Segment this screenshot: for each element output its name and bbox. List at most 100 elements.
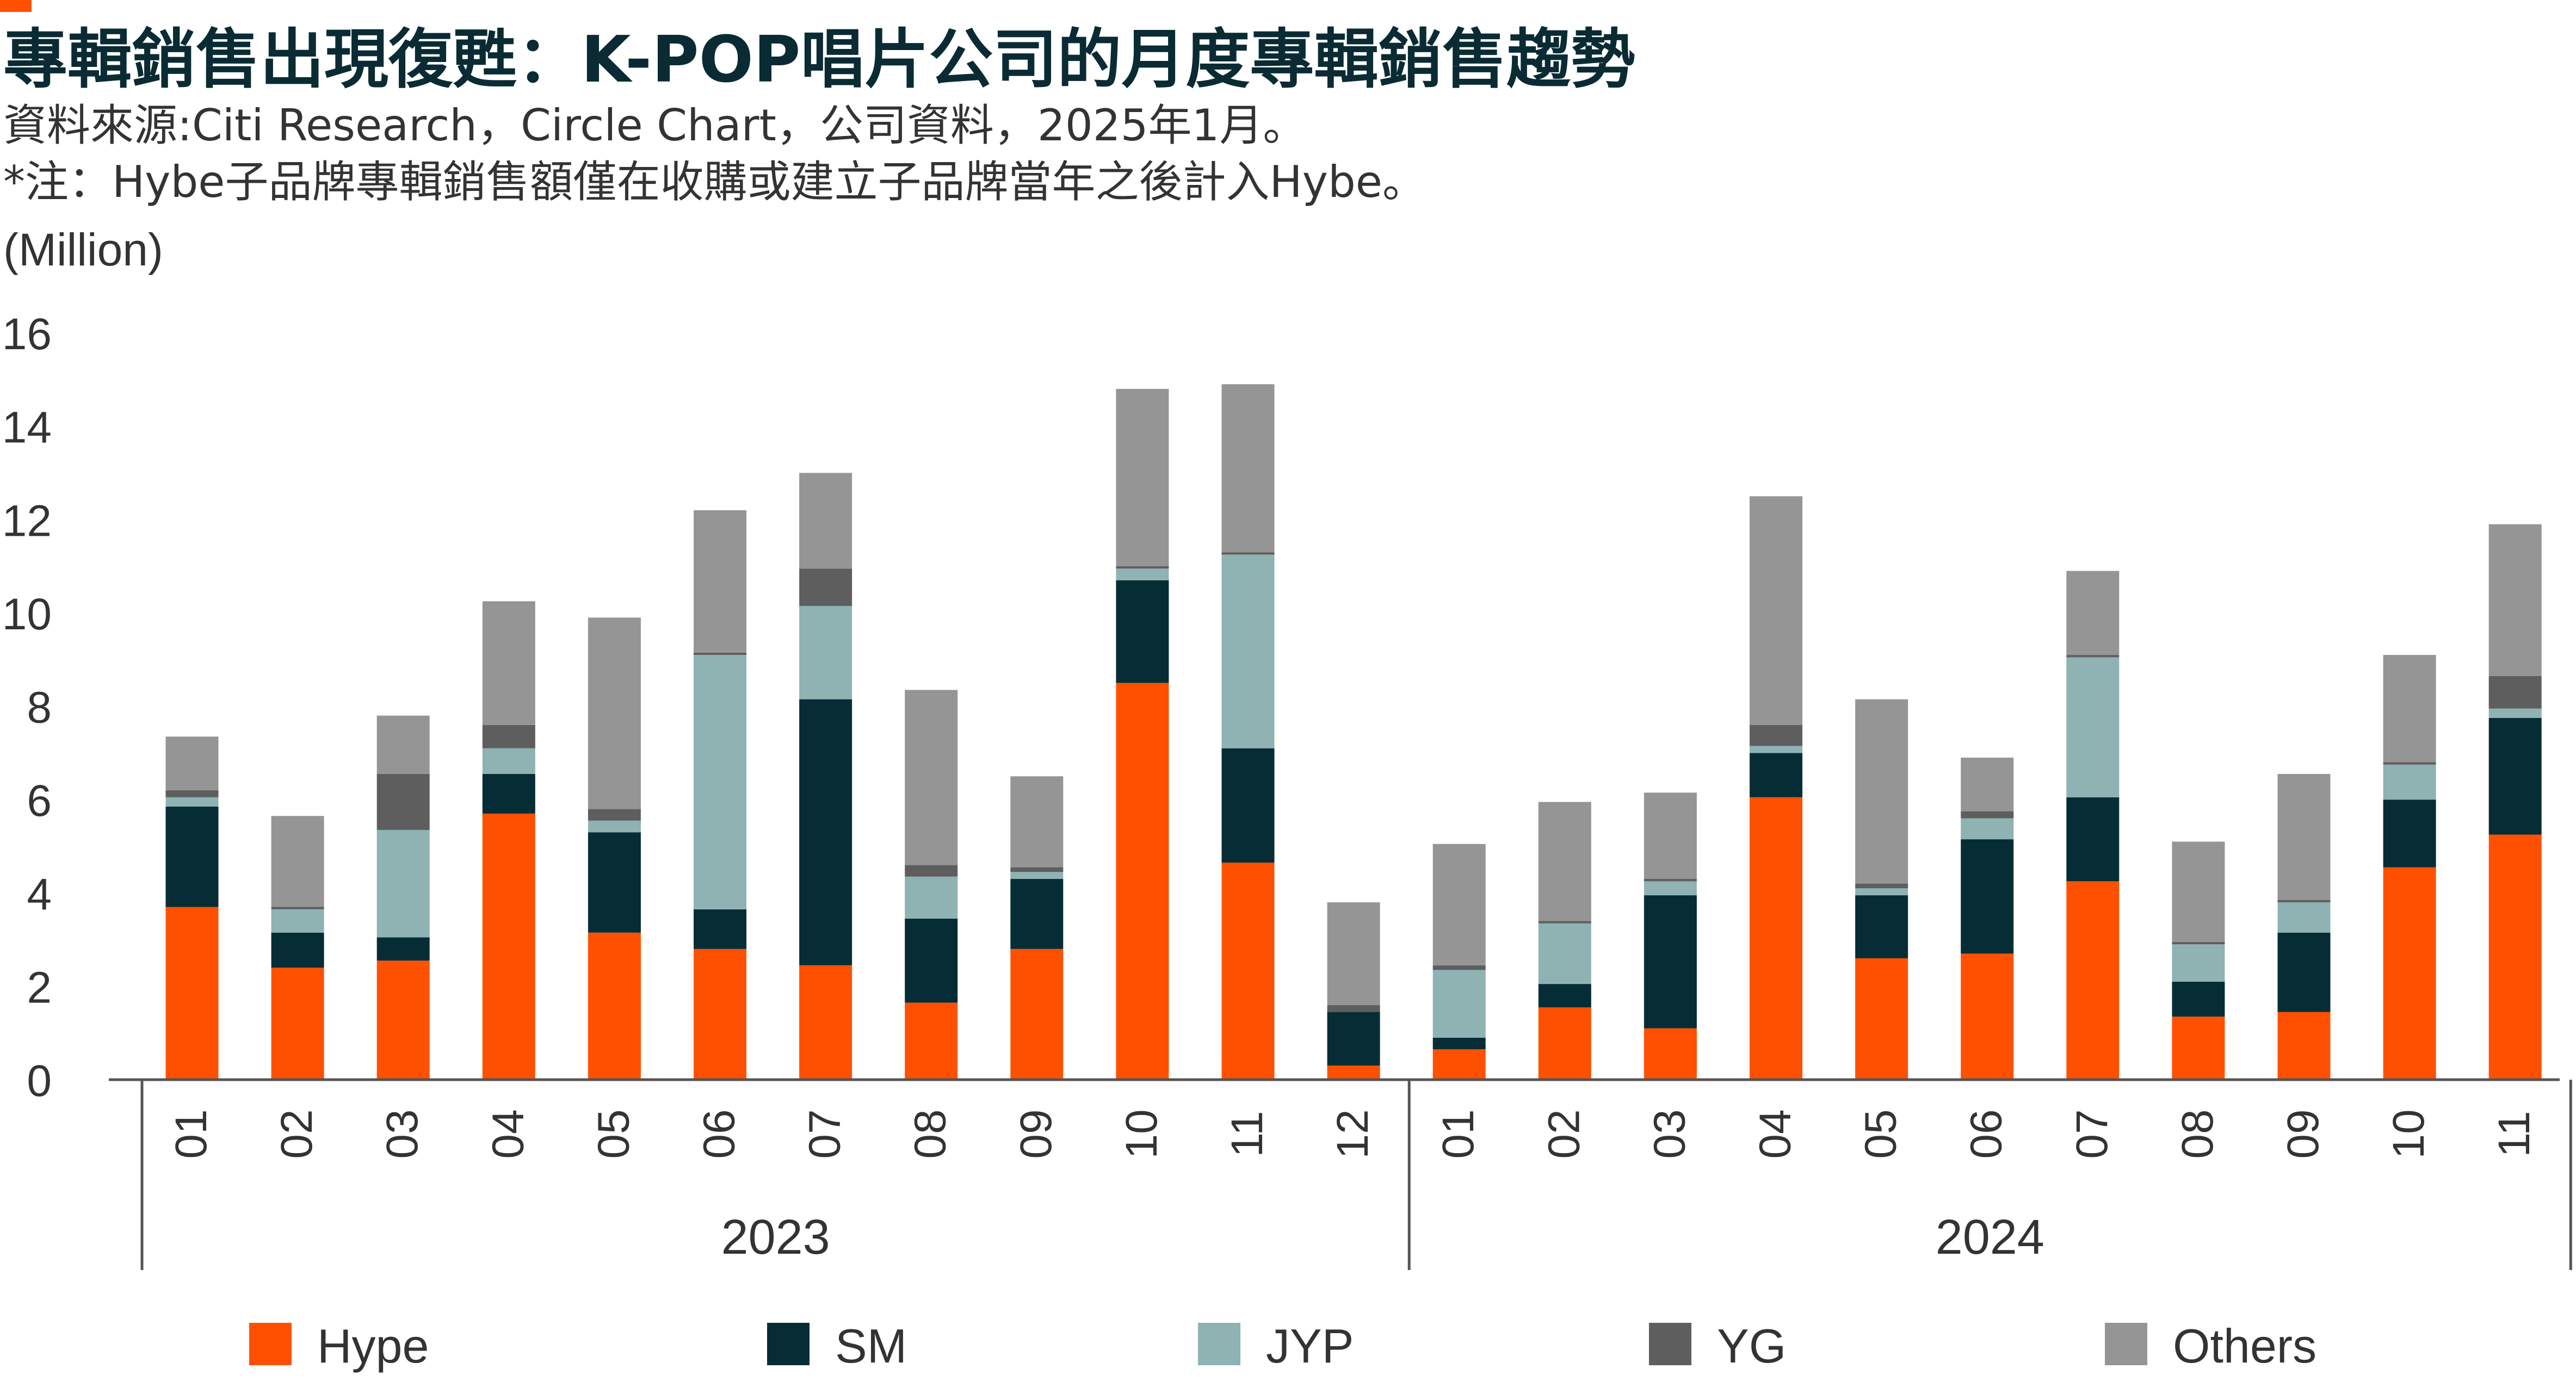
legend-label: Others xyxy=(2173,1319,2316,1373)
x-group-label: 2023 xyxy=(721,1210,830,1265)
bar-yg xyxy=(1432,965,1486,970)
x-tick-label: 01 xyxy=(166,1109,216,1159)
bar-jyp xyxy=(1961,818,2014,840)
bar-jyp xyxy=(2488,708,2542,718)
bar-yg xyxy=(1010,867,1064,872)
bar-yg xyxy=(482,724,535,748)
bar-hype xyxy=(2172,1017,2225,1080)
bar-hype xyxy=(1750,797,1802,1080)
x-tick-label: 11 xyxy=(2489,1111,2539,1157)
bar-yg xyxy=(2066,655,2120,658)
y-tick-label: 0 xyxy=(27,1056,52,1106)
y-tick-label: 12 xyxy=(2,496,52,546)
bar-sm xyxy=(271,932,324,968)
y-tick-label: 10 xyxy=(2,590,52,639)
bar-sm xyxy=(1855,895,1908,958)
x-tick-label: 09 xyxy=(1011,1109,1061,1159)
bar-yg xyxy=(1961,811,2014,819)
bar-others xyxy=(1116,388,1169,567)
bar-sm xyxy=(2383,800,2436,868)
accent-bar xyxy=(0,0,32,12)
bar-jyp xyxy=(799,606,853,699)
bar-sm xyxy=(2066,797,2120,882)
y-tick-label: 6 xyxy=(27,776,52,826)
legend-label: YG xyxy=(1717,1319,1786,1373)
bar-others xyxy=(1221,384,1275,553)
bar-sm xyxy=(2277,932,2331,1012)
bar-others xyxy=(2172,841,2225,942)
bar-sm xyxy=(1961,839,2014,954)
bar-others xyxy=(271,816,324,907)
bar-others xyxy=(2066,571,2120,655)
chart-title: 專輯銷售出現復甦：K-POP唱片公司的月度專輯銷售趨勢 xyxy=(3,22,1635,97)
bar-jyp xyxy=(482,748,535,774)
bar-yg xyxy=(1644,879,1697,882)
bar-yg xyxy=(1221,552,1275,555)
x-tick-label: 07 xyxy=(800,1109,850,1159)
bar-hype xyxy=(271,968,324,1080)
bar-hype xyxy=(376,961,430,1080)
legend-swatch-hype xyxy=(249,1323,292,1365)
x-tick-label: 06 xyxy=(695,1109,744,1159)
legend-swatch-yg xyxy=(1649,1323,1691,1365)
x-group-label: 2024 xyxy=(1936,1210,2044,1265)
bar-others xyxy=(1961,757,2014,812)
bar-jyp xyxy=(165,797,219,807)
bar-jyp xyxy=(1432,970,1486,1038)
bar-hype xyxy=(905,1002,958,1080)
bar-hype xyxy=(1221,862,1275,1080)
bar-jyp xyxy=(376,829,430,938)
bar-sm xyxy=(1538,984,1591,1007)
bar-hype xyxy=(2488,834,2542,1080)
bar-others xyxy=(1010,776,1064,868)
bar-others xyxy=(2383,655,2436,763)
bar-others xyxy=(799,473,853,569)
bar-sm xyxy=(376,937,430,961)
bar-yg xyxy=(2277,900,2331,902)
bar-yg xyxy=(694,652,746,655)
bar-yg xyxy=(1750,724,1802,746)
legend-swatch-jyp xyxy=(1198,1323,1240,1365)
bar-jyp xyxy=(2066,657,2120,797)
bar-sm xyxy=(905,918,958,1003)
y-tick-label: 4 xyxy=(27,870,52,919)
bar-jyp xyxy=(694,655,746,909)
x-tick-label: 05 xyxy=(1856,1109,1906,1159)
x-tick-label: 03 xyxy=(378,1109,427,1159)
bar-yg xyxy=(376,773,430,830)
bar-sm xyxy=(1644,895,1697,1029)
bar-hype xyxy=(1432,1049,1486,1080)
x-tick-label: 09 xyxy=(2278,1109,2328,1159)
bar-sm xyxy=(588,832,641,933)
bar-jyp xyxy=(588,820,641,833)
bar-yg xyxy=(271,907,324,909)
bar-jyp xyxy=(2172,944,2225,982)
x-tick-label: 02 xyxy=(272,1109,322,1159)
bar-others xyxy=(694,510,746,653)
bar-yg xyxy=(1116,566,1169,569)
x-axis-labels: 01 02 03 04 05 06 07 08 09 10 11 12 01 02 03 04 05 06 07 08… xyxy=(166,1109,2539,1265)
bars xyxy=(165,384,2542,1080)
legend-swatch-sm xyxy=(767,1323,810,1365)
bar-others xyxy=(1327,902,1380,1005)
legend-label: JYP xyxy=(1266,1319,1354,1373)
axes xyxy=(109,1078,2572,1270)
bar-others xyxy=(482,601,535,725)
bar-sm xyxy=(482,773,535,814)
source-note: 資料來源:Citi Research，Circle Chart，公司資料，202… xyxy=(3,100,1306,151)
bar-others xyxy=(165,736,219,790)
x-tick-label: 07 xyxy=(2067,1109,2117,1159)
bar-others xyxy=(905,690,958,865)
bar-yg xyxy=(799,568,853,606)
bar-jyp xyxy=(1750,746,1802,753)
bar-yg xyxy=(2488,676,2542,709)
bar-others xyxy=(588,617,641,809)
x-tick-label: 10 xyxy=(1117,1109,1166,1159)
bar-jyp xyxy=(905,876,958,919)
bar-jyp xyxy=(1855,888,1908,896)
bar-yg xyxy=(588,809,641,821)
bar-sm xyxy=(1750,753,1802,797)
bar-sm xyxy=(1116,580,1169,683)
bar-others xyxy=(1644,792,1697,880)
x-tick-label: 01 xyxy=(1434,1109,1483,1159)
